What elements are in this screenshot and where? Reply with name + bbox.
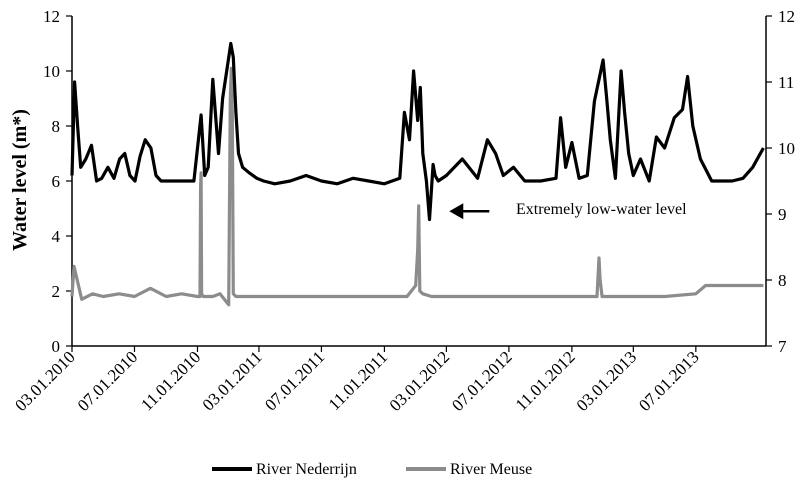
right-tick-label: 9 (778, 205, 787, 224)
x-tick-label: 11.01.2011 (325, 347, 392, 414)
right-tick-label: 8 (778, 271, 787, 290)
left-tick-label: 6 (52, 172, 61, 191)
annotation: Extremely low-water level (449, 201, 687, 220)
series-group (70, 41, 765, 307)
x-tick-label: 07.01.2010 (74, 347, 142, 415)
left-tick-label: 0 (52, 337, 61, 356)
right-tick-label: 10 (778, 139, 795, 158)
right-tick-label: 12 (778, 7, 795, 26)
x-tick-label: 07.01.2011 (261, 347, 328, 414)
y-axis-label: Water level (m*) (9, 109, 31, 251)
annotation-arrow-head (449, 203, 464, 220)
right-tick-label: 7 (778, 337, 787, 356)
left-tick-label: 8 (52, 117, 61, 136)
river-nederrijn-line (70, 41, 765, 222)
x-tick-label: 03.01.2013 (573, 347, 641, 415)
x-tick-label: 03.01.2010 (11, 347, 79, 415)
x-tick-label: 11.01.2010 (137, 347, 204, 414)
x-tick-label: 11.01.2012 (512, 347, 579, 414)
river-meuse-line (70, 66, 764, 307)
right-tick-label: 11 (778, 73, 794, 92)
x-tick-label: 07.01.2013 (635, 347, 703, 415)
legend-label: River Meuse (450, 461, 532, 478)
left-tick-label: 4 (52, 227, 61, 246)
legend: River Nederrijn River Meuse (212, 461, 532, 478)
left-tick-label: 2 (52, 282, 61, 301)
x-tick-label: 07.01.2012 (448, 347, 516, 415)
left-tick-label: 10 (43, 62, 60, 81)
annotation-text: Extremely low-water level (516, 201, 687, 218)
x-tick-label: 03.01.2011 (199, 347, 266, 414)
legend-label: River Nederrijn (256, 461, 357, 478)
y-axis-label-group: Water level (m*) (9, 109, 31, 251)
x-tick-label: 03.01.2012 (386, 347, 454, 415)
left-tick-label: 12 (43, 7, 60, 26)
